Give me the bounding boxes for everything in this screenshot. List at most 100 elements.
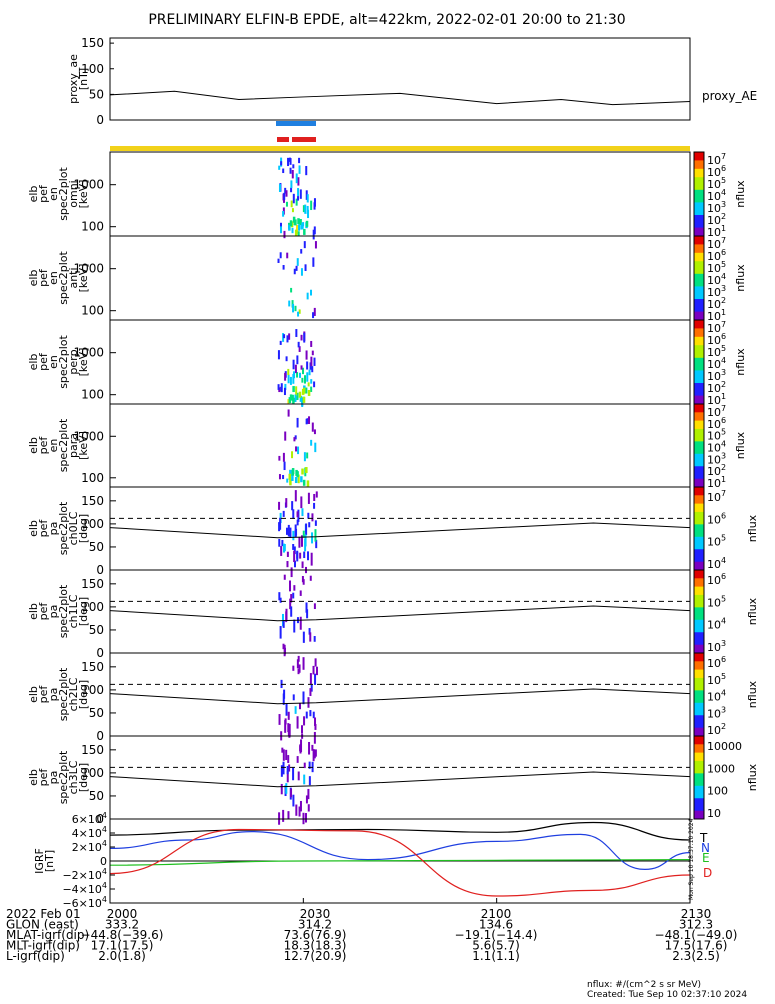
- energy-colorbar-segment: [694, 324, 704, 327]
- pitch-angle-colorbar-segment: [694, 682, 704, 685]
- energy-panel-ylabel-line: [keV]: [77, 180, 90, 209]
- energy-colorbar-segment: [694, 284, 704, 287]
- footer-row-label: MLT-igrf(dip): [6, 939, 80, 953]
- spectrogram-pixel: [287, 409, 290, 417]
- pitch-angle-pixel: [313, 502, 316, 509]
- pitch-angle-panel-ylabel-line: elb: [27, 769, 40, 786]
- energy-colorbar-segment: [694, 242, 704, 245]
- energy-colorbar-segment: [694, 443, 704, 446]
- spectrogram-pixel: [289, 479, 292, 486]
- energy-colorbar-segment: [694, 420, 704, 424]
- spectrogram-pixel: [301, 397, 304, 407]
- pitch-angle-panel-ylabel-line: elb: [27, 520, 40, 537]
- igrf-stamp-text: Mon Sep 10 18:37:10 2024: [688, 818, 695, 900]
- pitch-angle-panel-ylabel-line: [deg]: [77, 597, 90, 626]
- footer-row-value: 312.3: [679, 918, 713, 932]
- pitch-angle-colorbar-segment: [694, 769, 704, 772]
- igrf-ylabel-line: [nT]: [43, 850, 56, 872]
- pitch-angle-colorbar-segment: [694, 503, 704, 507]
- energy-panel-ylabel-line: pef: [37, 268, 50, 287]
- spectrogram-pixel: [291, 169, 294, 179]
- pitch-angle-pixel: [312, 711, 315, 719]
- pitch-angle-colorbar-segment: [694, 557, 704, 561]
- pitch-angle-colorbar-segment: [694, 675, 704, 679]
- pitch-angle-pixel: [309, 688, 312, 696]
- pitch-angle-pixel: [295, 804, 298, 816]
- pitch-angle-pixel: [280, 546, 283, 556]
- pitch-angle-pixel: [312, 665, 315, 675]
- energy-cbar-tick: 106: [707, 164, 726, 179]
- pitch-angle-pixel: [299, 552, 302, 559]
- energy-colorbar-segment: [694, 380, 704, 384]
- pitch-angle-panel-ylabel-line: pa: [47, 771, 60, 785]
- pitch-angle-colorbar-segment: [694, 538, 704, 542]
- spectrogram-pixel: [282, 474, 285, 480]
- pitch-angle-cbar-tick: 104: [707, 556, 726, 571]
- spectrogram-pixel: [303, 375, 306, 384]
- energy-colorbar-segment: [694, 410, 704, 413]
- pitch-angle-colorbar-segment: [694, 669, 704, 673]
- energy-colorbar-segment: [694, 364, 704, 367]
- pitch-angle-pixel: [278, 592, 281, 601]
- energy-colorbar-segment: [694, 177, 704, 180]
- pitch-angle-colorbar-segment: [694, 607, 704, 610]
- pitch-angle-colorbar-segment: [694, 599, 704, 602]
- spectrogram-pixel: [293, 437, 296, 442]
- pitch-angle-colorbar-segment: [694, 779, 704, 783]
- pitch-angle-colorbar-segment: [694, 765, 704, 768]
- pitch-angle-pixel: [315, 539, 318, 549]
- pitch-angle-pixel: [313, 731, 316, 744]
- energy-colorbar-segment: [694, 257, 704, 260]
- pitch-angle-colorbar-segment: [694, 640, 704, 644]
- energy-colorbar-segment: [694, 395, 704, 399]
- energy-colorbar-segment: [694, 416, 704, 420]
- spectrogram-pixel: [283, 198, 286, 203]
- energy-colorbar-segment: [694, 330, 704, 334]
- spectrogram-pixel: [310, 289, 313, 296]
- pitch-angle-pixel: [307, 804, 310, 812]
- energy-colorbar-segment: [694, 248, 704, 252]
- energy-colorbar-segment: [694, 196, 704, 199]
- pitch-angle-pixel: [282, 643, 285, 650]
- energy-colorbar-segment: [694, 370, 704, 373]
- pitch-angle-colorbar-segment: [694, 715, 704, 718]
- pitch-angle-pixel: [299, 800, 302, 812]
- pitch-angle-pixel: [286, 551, 289, 557]
- ae-ytick-label: 150: [81, 36, 104, 50]
- spectrogram-pixel: [313, 381, 316, 388]
- energy-colorbar-segment: [694, 476, 704, 480]
- footer-row-value: 5.6(5.7): [472, 939, 520, 953]
- pitch-angle-colorbar-segment: [694, 804, 704, 808]
- pitch-angle-pixel: [311, 744, 314, 751]
- pitch-angle-colorbar-segment: [694, 545, 704, 548]
- science-zone-bar-blue: [276, 121, 316, 126]
- pitch-angle-panel-ylabel-line: pef: [37, 685, 50, 704]
- pitch-angle-colorbar-segment: [694, 493, 704, 496]
- igrf-ytick-label: −4×104: [62, 881, 107, 896]
- footer-row-value: −19.1(−14.4): [455, 928, 538, 942]
- energy-panel-frame: [109, 235, 691, 321]
- spectrogram-pixel: [314, 442, 317, 453]
- energy-colorbar-segment: [694, 349, 704, 352]
- pitch-angle-colorbar-segment: [694, 812, 704, 816]
- energy-panel-ylabel-line: [keV]: [77, 348, 90, 377]
- igrf-ytick-label: 6×104: [72, 811, 107, 826]
- pitch-angle-panel-frame: [109, 652, 691, 737]
- spectrogram-pixel: [294, 219, 297, 226]
- spectrogram-pixel: [285, 356, 288, 362]
- energy-ytick-label: 1000: [73, 429, 104, 443]
- pitch-angle-pixel: [284, 718, 287, 725]
- pitch-angle-pixel: [296, 550, 299, 559]
- energy-colorbar-segment: [694, 246, 704, 250]
- energy-colorbar-segment: [694, 341, 704, 344]
- spectrogram-pixel: [287, 368, 290, 376]
- pitch-angle-pixel: [304, 534, 307, 547]
- spectrogram-pixel: [283, 192, 286, 200]
- pitch-angle-pixel: [301, 575, 304, 583]
- pitch-angle-pixel: [296, 756, 299, 763]
- pitch-angle-colorbar-segment: [694, 762, 704, 766]
- pitch-angle-ytick-label: 50: [89, 789, 104, 803]
- pitch-angle-colorbar-segment: [694, 644, 704, 648]
